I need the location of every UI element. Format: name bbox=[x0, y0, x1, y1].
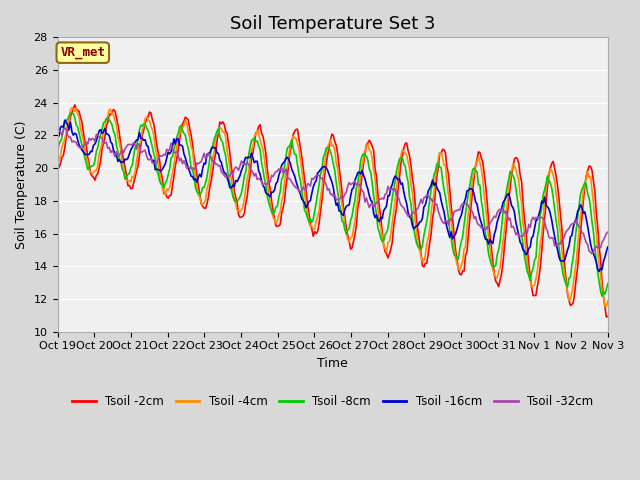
Legend: Tsoil -2cm, Tsoil -4cm, Tsoil -8cm, Tsoil -16cm, Tsoil -32cm: Tsoil -2cm, Tsoil -4cm, Tsoil -8cm, Tsoi… bbox=[67, 391, 598, 413]
Line: Tsoil -8cm: Tsoil -8cm bbox=[58, 113, 608, 296]
Tsoil -16cm bbox=[74, 137, 81, 143]
Tsoil -2cm bbox=[54, 164, 61, 170]
Tsoil -32cm bbox=[74, 143, 81, 149]
Tsoil -2cm bbox=[338, 189, 346, 195]
Tsoil -32cm bbox=[588, 251, 596, 257]
Tsoil -32cm bbox=[91, 139, 99, 144]
Tsoil -8cm bbox=[91, 158, 99, 164]
Line: Tsoil -16cm: Tsoil -16cm bbox=[58, 120, 608, 272]
Line: Tsoil -2cm: Tsoil -2cm bbox=[58, 105, 608, 317]
Tsoil -4cm bbox=[91, 168, 99, 173]
Tsoil -8cm bbox=[74, 124, 81, 130]
Tsoil -32cm bbox=[529, 215, 537, 220]
Tsoil -2cm bbox=[529, 292, 537, 298]
Tsoil -2cm bbox=[604, 313, 612, 319]
Tsoil -32cm bbox=[447, 217, 455, 223]
Tsoil -16cm bbox=[604, 244, 612, 250]
Tsoil -16cm bbox=[595, 269, 603, 275]
Y-axis label: Soil Temperature (C): Soil Temperature (C) bbox=[15, 120, 28, 249]
Tsoil -16cm bbox=[61, 118, 68, 123]
Tsoil -16cm bbox=[602, 249, 610, 254]
Tsoil -4cm bbox=[601, 304, 609, 310]
Tsoil -8cm bbox=[54, 151, 61, 156]
Line: Tsoil -4cm: Tsoil -4cm bbox=[58, 108, 608, 307]
Tsoil -8cm bbox=[447, 235, 455, 241]
Tsoil -32cm bbox=[604, 229, 612, 235]
Tsoil -8cm bbox=[604, 281, 612, 287]
Tsoil -8cm bbox=[68, 110, 76, 116]
Tsoil -16cm bbox=[54, 135, 61, 141]
Tsoil -8cm bbox=[529, 266, 537, 272]
Tsoil -32cm bbox=[338, 192, 346, 197]
Tsoil -2cm bbox=[74, 107, 81, 113]
Tsoil -32cm bbox=[54, 126, 61, 132]
Tsoil -4cm bbox=[338, 202, 346, 207]
Tsoil -4cm bbox=[529, 283, 537, 288]
Tsoil -4cm bbox=[74, 111, 81, 117]
Tsoil -16cm bbox=[447, 229, 455, 235]
Tsoil -16cm bbox=[91, 141, 99, 147]
Tsoil -2cm bbox=[447, 203, 455, 209]
Tsoil -8cm bbox=[598, 293, 606, 299]
Tsoil -8cm bbox=[338, 218, 346, 224]
Tsoil -2cm bbox=[602, 314, 610, 320]
Title: Soil Temperature Set 3: Soil Temperature Set 3 bbox=[230, 15, 435, 33]
X-axis label: Time: Time bbox=[317, 357, 348, 370]
Tsoil -2cm bbox=[91, 177, 99, 183]
Tsoil -4cm bbox=[54, 162, 61, 168]
Text: VR_met: VR_met bbox=[60, 46, 105, 59]
Tsoil -2cm bbox=[71, 102, 79, 108]
Tsoil -32cm bbox=[602, 231, 610, 237]
Tsoil -8cm bbox=[602, 287, 610, 292]
Tsoil -16cm bbox=[529, 233, 537, 239]
Tsoil -4cm bbox=[447, 218, 455, 224]
Tsoil -2cm bbox=[601, 304, 609, 310]
Tsoil -4cm bbox=[604, 298, 612, 304]
Line: Tsoil -32cm: Tsoil -32cm bbox=[58, 128, 608, 254]
Tsoil -16cm bbox=[338, 211, 346, 217]
Tsoil -4cm bbox=[602, 304, 610, 310]
Tsoil -4cm bbox=[72, 105, 80, 110]
Tsoil -32cm bbox=[61, 125, 68, 131]
